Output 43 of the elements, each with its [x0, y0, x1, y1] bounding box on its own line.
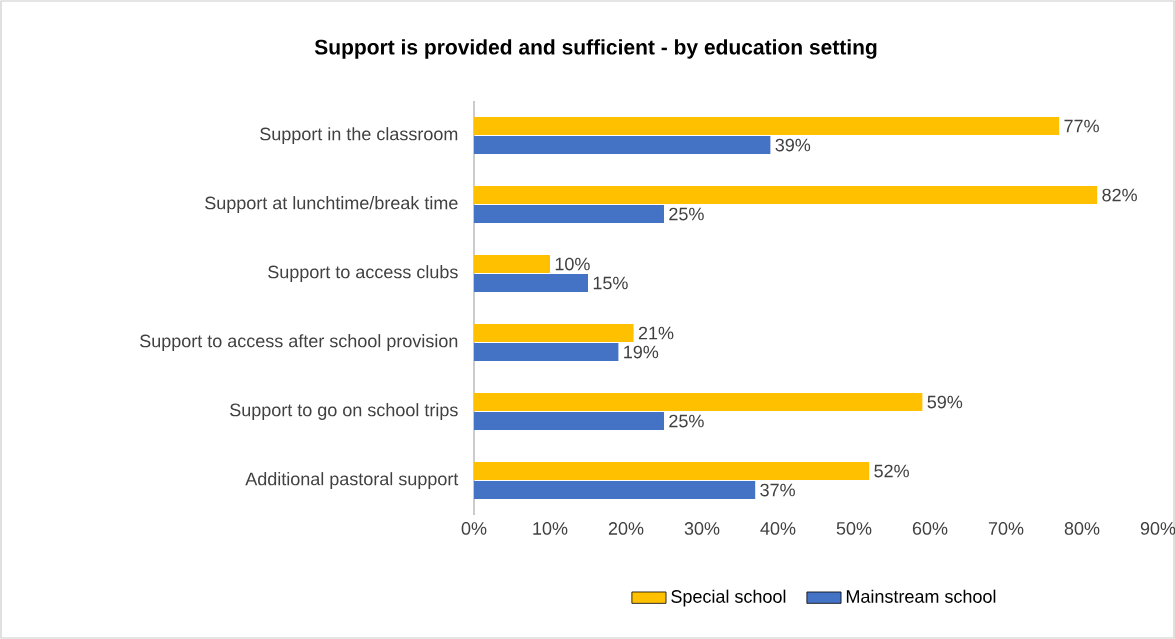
x-tick-label: 50% — [836, 522, 872, 535]
x-tick-label: 30% — [684, 522, 720, 535]
y-tick-label: Support in the classroom — [260, 127, 458, 144]
data-label: 21% — [638, 326, 674, 340]
data-label: 15% — [593, 276, 628, 290]
legend-label: Special school — [671, 589, 786, 607]
x-tick-label: 80% — [1064, 522, 1100, 535]
data-label: 77% — [1064, 119, 1099, 133]
bar — [473, 462, 870, 481]
bar — [473, 343, 619, 362]
x-tick-label: 70% — [988, 522, 1024, 535]
x-tick-label: 40% — [760, 522, 796, 535]
data-label: 59% — [927, 395, 963, 409]
data-label: 37% — [760, 483, 795, 497]
bar — [473, 412, 664, 431]
legend-label: Mainstream school — [846, 589, 996, 603]
bar — [473, 205, 664, 224]
data-label: 39% — [775, 138, 811, 152]
x-tick-label: 20% — [608, 522, 644, 535]
bar — [473, 186, 1098, 205]
bar — [473, 393, 923, 412]
data-label: 10% — [555, 257, 590, 271]
data-label: 25% — [669, 207, 704, 221]
x-tick-label: 0% — [461, 522, 487, 535]
data-label: 25% — [669, 414, 704, 428]
bar — [473, 481, 756, 500]
data-label: 52% — [874, 464, 909, 478]
y-tick-label: Support to access clubs — [268, 265, 458, 282]
bar — [473, 255, 550, 274]
y-tick-label: Support to go on school trips — [230, 403, 458, 420]
x-tick-label: 60% — [912, 522, 948, 535]
y-tick-label: Additional pastoral support — [245, 472, 459, 489]
bar — [473, 324, 634, 343]
x-tick-label: 10% — [533, 522, 568, 535]
data-label: 19% — [624, 345, 659, 359]
data-label: 82% — [1102, 188, 1137, 202]
bar — [473, 117, 1060, 136]
x-tick-label: 90% — [1140, 522, 1175, 535]
bar — [473, 136, 771, 155]
chart-title: Support is provided and sufficient - by education setting — [314, 39, 877, 59]
y-tick-label: Support at lunchtime/break time — [205, 196, 458, 213]
bar — [473, 274, 588, 293]
y-tick-label: Support to access after school provision — [140, 334, 458, 351]
